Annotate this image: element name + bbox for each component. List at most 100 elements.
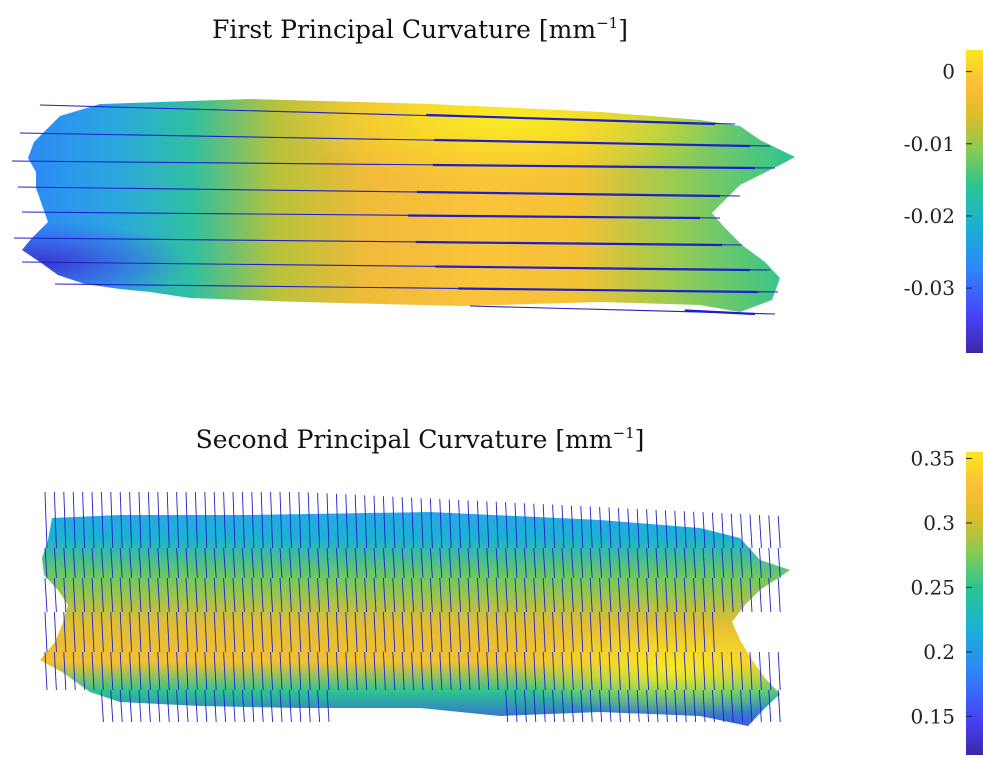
bottom-streamline bbox=[364, 495, 368, 549]
bottom-streamline bbox=[241, 491, 245, 549]
bottom-streamline bbox=[232, 491, 236, 549]
bottom-streamline bbox=[740, 577, 744, 613]
bottom-streamline bbox=[364, 651, 368, 691]
bottom-streamline bbox=[730, 651, 734, 691]
bottom-streamline bbox=[664, 651, 668, 691]
bottom-streamline bbox=[288, 689, 292, 723]
top-title-sup: −1 bbox=[596, 14, 618, 32]
bottom-streamline bbox=[599, 611, 603, 653]
bottom-streamline bbox=[119, 689, 123, 723]
bottom-streamline bbox=[523, 611, 527, 653]
bottom-streamline bbox=[44, 547, 48, 579]
top-colorbar-tick-label: -0.02 bbox=[904, 204, 955, 228]
bottom-streamline bbox=[693, 611, 697, 653]
bottom-streamline bbox=[768, 515, 772, 549]
bottom-streamline bbox=[354, 651, 358, 691]
bottom-streamline bbox=[317, 611, 321, 653]
top-colorbar-ticks: 0 -0.01 -0.02 -0.03 bbox=[904, 60, 972, 300]
bottom-streamline bbox=[392, 651, 396, 691]
bottom-streamline bbox=[674, 510, 678, 549]
bottom-streamline bbox=[335, 651, 339, 691]
bottom-streamline bbox=[138, 611, 142, 653]
bottom-streamline bbox=[251, 651, 255, 691]
bottom-streamline bbox=[749, 514, 753, 549]
bottom-streamline bbox=[100, 491, 104, 549]
bottom-streamline bbox=[100, 547, 104, 579]
bottom-streamline bbox=[260, 547, 264, 579]
bottom-streamline bbox=[354, 611, 358, 653]
bottom-streamline bbox=[382, 577, 386, 613]
bottom-streamline bbox=[279, 689, 283, 723]
bottom-streamline bbox=[53, 611, 57, 653]
bottom-streamline bbox=[147, 611, 151, 653]
bottom-streamline bbox=[448, 577, 452, 613]
bottom-streamline bbox=[194, 491, 198, 549]
bottom-streamline bbox=[147, 547, 151, 579]
bottom-streamline bbox=[288, 547, 292, 579]
bottom-streamline bbox=[91, 651, 95, 691]
bottom-streamline bbox=[129, 651, 133, 691]
bottom-streamline bbox=[655, 689, 659, 723]
bottom-streamline bbox=[570, 611, 574, 653]
bottom-streamline bbox=[429, 651, 433, 691]
bottom-streamline bbox=[53, 547, 57, 579]
bottom-streamline bbox=[523, 577, 527, 613]
bottom-streamline bbox=[429, 611, 433, 653]
bottom-streamline bbox=[589, 651, 593, 691]
bottom-streamline bbox=[194, 651, 198, 691]
bottom-streamline bbox=[44, 577, 48, 613]
bottom-streamline bbox=[307, 577, 311, 613]
bottom-streamline bbox=[260, 651, 264, 691]
bottom-streamline bbox=[382, 496, 386, 549]
bottom-streamline bbox=[270, 611, 274, 653]
bottom-streamline bbox=[364, 547, 368, 579]
bottom-colorbar-tick-label: 0.25 bbox=[910, 575, 955, 599]
bottom-streamline bbox=[232, 577, 236, 613]
bottom-streamline bbox=[307, 651, 311, 691]
bottom-streamline bbox=[213, 577, 217, 613]
bottom-streamline bbox=[270, 491, 274, 549]
bottom-streamline bbox=[608, 651, 612, 691]
bottom-streamline bbox=[777, 651, 781, 691]
bottom-streamline bbox=[655, 611, 659, 653]
bottom-streamline bbox=[740, 514, 744, 549]
bottom-streamline bbox=[241, 547, 245, 579]
bottom-streamline bbox=[627, 651, 631, 691]
bottom-streamline bbox=[44, 611, 48, 653]
bottom-streamline bbox=[561, 651, 565, 691]
bottom-title: Second Principal Curvature [mm−1] bbox=[196, 424, 645, 454]
bottom-streamline bbox=[486, 651, 490, 691]
bottom-streamline bbox=[458, 577, 462, 613]
bottom-streamline bbox=[617, 577, 621, 613]
bottom-streamline bbox=[326, 493, 330, 549]
bottom-streamline bbox=[251, 547, 255, 579]
bottom-streamline bbox=[749, 651, 753, 691]
bottom-streamline bbox=[646, 611, 650, 653]
bottom-streamline bbox=[138, 651, 142, 691]
bottom-streamline bbox=[185, 611, 189, 653]
bottom-title-sup: −1 bbox=[613, 424, 635, 442]
bottom-streamline bbox=[458, 651, 462, 691]
bottom-streamline bbox=[467, 577, 471, 613]
bottom-streamline bbox=[693, 577, 697, 613]
bottom-streamline bbox=[636, 689, 640, 723]
bottom-streamline bbox=[91, 491, 95, 549]
bottom-streamline bbox=[561, 689, 565, 723]
bottom-streamline bbox=[223, 689, 227, 723]
bottom-streamline bbox=[552, 689, 556, 723]
bottom-streamline bbox=[674, 651, 678, 691]
bottom-streamline bbox=[317, 651, 321, 691]
bottom-streamline bbox=[758, 689, 762, 723]
bottom-streamline bbox=[345, 611, 349, 653]
bottom-streamline bbox=[251, 577, 255, 613]
bottom-streamline bbox=[204, 611, 208, 653]
bottom-streamline bbox=[721, 577, 725, 613]
bottom-streamline bbox=[570, 689, 574, 723]
bottom-streamline bbox=[307, 492, 311, 549]
bottom-streamline bbox=[420, 611, 424, 653]
bottom-streamline bbox=[693, 651, 697, 691]
bottom-streamline bbox=[373, 651, 377, 691]
bottom-streamline bbox=[523, 503, 527, 549]
top-colorbar-tick-label: 0 bbox=[942, 60, 955, 84]
bottom-streamline bbox=[486, 577, 490, 613]
